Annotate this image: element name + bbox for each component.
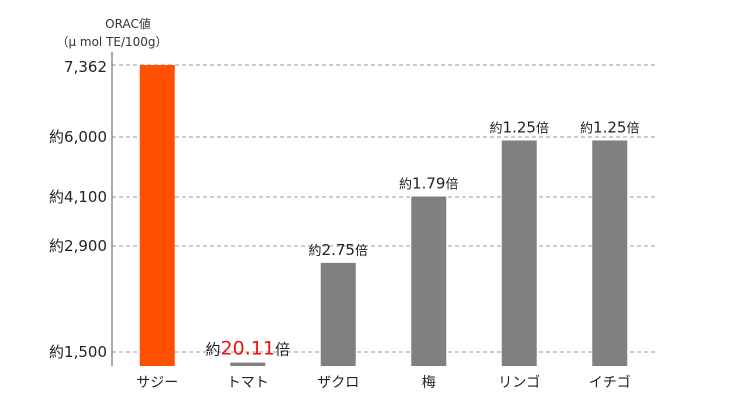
x-tick-label: 梅 (422, 375, 436, 391)
data-label: 約20.11倍 (206, 338, 290, 360)
data-label-suffix: 倍 (626, 121, 639, 136)
y-tick-label: 約6,000 (49, 128, 107, 146)
x-tick-label: トマト (227, 375, 269, 391)
data-label-prefix: 約 (309, 244, 322, 259)
x-tick-label: リンゴ (498, 374, 540, 391)
bars (139, 65, 628, 366)
bar (320, 262, 356, 366)
gridlines (112, 64, 655, 353)
y-tick-label: 約4,100 (49, 188, 107, 206)
y-tick-label: 7,362 (64, 58, 107, 76)
data-label: 約2.75倍 (309, 241, 368, 259)
data-label-number: 20.11 (221, 338, 275, 360)
data-label-suffix: 倍 (445, 178, 458, 193)
data-label-number: 2.75 (322, 241, 355, 259)
data-label-prefix: 約 (206, 341, 221, 359)
data-label: 約1.79倍 (399, 175, 458, 193)
x-ticks: サジー トマト ザクロ 梅 リンゴ イチゴ (136, 374, 631, 391)
data-label: 約1.25倍 (490, 118, 549, 136)
data-label-number: 1.25 (503, 118, 536, 136)
y-axis-unit: （μ mol TE/100g） (56, 35, 167, 49)
x-tick-label: ザクロ (317, 375, 359, 391)
bar (501, 140, 537, 366)
y-tick-label: 約2,900 (49, 237, 107, 255)
data-label-prefix: 約 (399, 178, 412, 193)
data-label: 約1.25倍 (580, 118, 639, 136)
x-tick-label: イチゴ (589, 374, 631, 391)
bar (592, 140, 628, 366)
x-tick-label: サジー (136, 375, 178, 391)
data-label-suffix: 倍 (275, 341, 290, 359)
y-axis-title: ORAC値 (105, 16, 151, 31)
data-label-suffix: 倍 (536, 121, 549, 136)
data-label-prefix: 約 (490, 121, 503, 136)
data-label-prefix: 約 (580, 121, 593, 136)
y-tick-label: 約1,500 (49, 343, 107, 361)
data-label-number: 1.79 (412, 175, 445, 193)
data-label-number: 1.25 (593, 118, 626, 136)
bar (411, 196, 447, 366)
bar (139, 65, 175, 366)
data-label-suffix: 倍 (355, 244, 368, 259)
bar (230, 362, 266, 366)
y-ticks: 7,362 約6,000 約4,100 約2,900 約1,500 (49, 58, 107, 361)
